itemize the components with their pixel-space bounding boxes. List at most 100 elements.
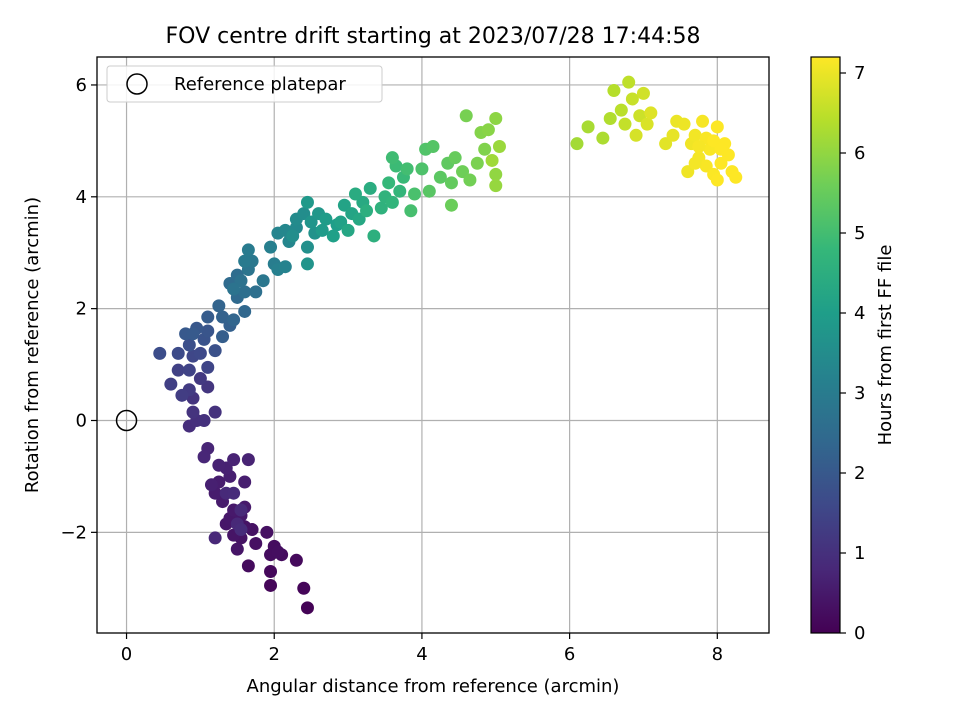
data-point — [603, 112, 617, 126]
data-point — [208, 344, 222, 358]
data-point — [644, 106, 658, 120]
data-point — [374, 201, 388, 215]
data-point — [710, 173, 724, 187]
data-point — [212, 299, 226, 313]
data-point — [625, 92, 639, 106]
data-point — [289, 553, 303, 567]
data-point — [234, 274, 248, 288]
data-point — [300, 195, 314, 209]
data-point — [241, 559, 255, 573]
reference-platepar-marker — [115, 409, 138, 432]
chart-title: FOV centre drift starting at 2023/07/28 … — [166, 24, 701, 49]
data-point — [319, 212, 333, 226]
data-point — [666, 128, 680, 142]
data-point — [208, 405, 222, 419]
data-point — [404, 204, 418, 218]
x-tick-label: 6 — [564, 644, 575, 665]
data-point — [696, 114, 710, 128]
colorbar-tick-label: 3 — [854, 383, 865, 404]
legend-box — [106, 65, 383, 103]
x-tick-label: 2 — [269, 644, 280, 665]
data-point — [256, 274, 270, 288]
data-point — [422, 184, 436, 198]
data-point — [629, 128, 643, 142]
data-point — [201, 324, 215, 338]
data-point — [618, 117, 632, 131]
legend-label: Reference platepar — [174, 74, 346, 95]
data-point — [426, 139, 440, 153]
y-tick-label: 0 — [76, 410, 87, 431]
data-point — [297, 581, 311, 595]
data-point — [337, 198, 351, 212]
data-point — [216, 330, 230, 344]
data-point — [485, 153, 499, 167]
data-point — [300, 257, 314, 271]
data-point — [710, 120, 724, 134]
y-tick-label: −2 — [60, 522, 87, 543]
colorbar-tick-label: 1 — [854, 543, 865, 564]
colorbar-tick-label: 0 — [854, 623, 865, 644]
data-point — [444, 198, 458, 212]
data-point — [241, 243, 255, 257]
data-point — [238, 254, 252, 268]
data-point — [300, 601, 314, 615]
data-point — [481, 123, 495, 137]
x-tick-label: 4 — [416, 644, 427, 665]
data-point — [707, 134, 721, 148]
data-point — [489, 112, 503, 126]
data-points — [153, 75, 743, 615]
data-point — [153, 346, 167, 360]
data-point — [714, 156, 728, 170]
data-point — [186, 327, 200, 341]
reference-marker — [115, 409, 138, 432]
data-point — [688, 128, 702, 142]
colorbar-tick-label: 4 — [854, 303, 865, 324]
x-tick-label: 8 — [712, 644, 723, 665]
data-point — [614, 103, 628, 117]
data-point — [227, 282, 241, 296]
x-tick-label: 0 — [121, 644, 132, 665]
data-point — [264, 240, 278, 254]
data-point — [201, 380, 215, 394]
data-point — [208, 531, 222, 545]
data-point — [201, 310, 215, 324]
legend-marker-icon — [126, 73, 148, 95]
data-point — [463, 173, 477, 187]
data-point — [367, 229, 381, 243]
data-point — [216, 310, 230, 324]
legend: Reference platepar — [106, 65, 383, 103]
data-point — [341, 223, 355, 237]
data-point — [238, 285, 252, 299]
data-point — [300, 240, 314, 254]
data-point — [204, 478, 218, 492]
data-point — [286, 229, 300, 243]
colorbar-label: Hours from first FF file — [875, 245, 896, 446]
data-point — [636, 86, 650, 100]
colorbar-tick-label: 6 — [854, 143, 865, 164]
data-point — [315, 223, 329, 237]
data-point — [677, 117, 691, 131]
data-point — [230, 542, 244, 556]
data-point — [688, 156, 702, 170]
data-point — [264, 564, 278, 578]
data-point — [385, 195, 399, 209]
data-point — [640, 117, 654, 131]
data-point — [193, 372, 207, 386]
data-point — [444, 176, 458, 190]
data-point — [249, 285, 263, 299]
data-point — [297, 207, 311, 221]
data-point — [489, 167, 503, 181]
data-point — [278, 260, 292, 274]
data-point — [271, 545, 285, 559]
data-point — [596, 131, 610, 145]
data-point — [408, 187, 422, 201]
data-point — [363, 181, 377, 195]
data-point — [234, 503, 248, 517]
data-point — [385, 151, 399, 165]
data-point — [360, 204, 374, 218]
y-tick-label: 2 — [76, 299, 87, 320]
data-point — [260, 525, 274, 539]
x-axis-label: Angular distance from reference (arcmin) — [247, 676, 620, 697]
data-point — [400, 162, 414, 176]
